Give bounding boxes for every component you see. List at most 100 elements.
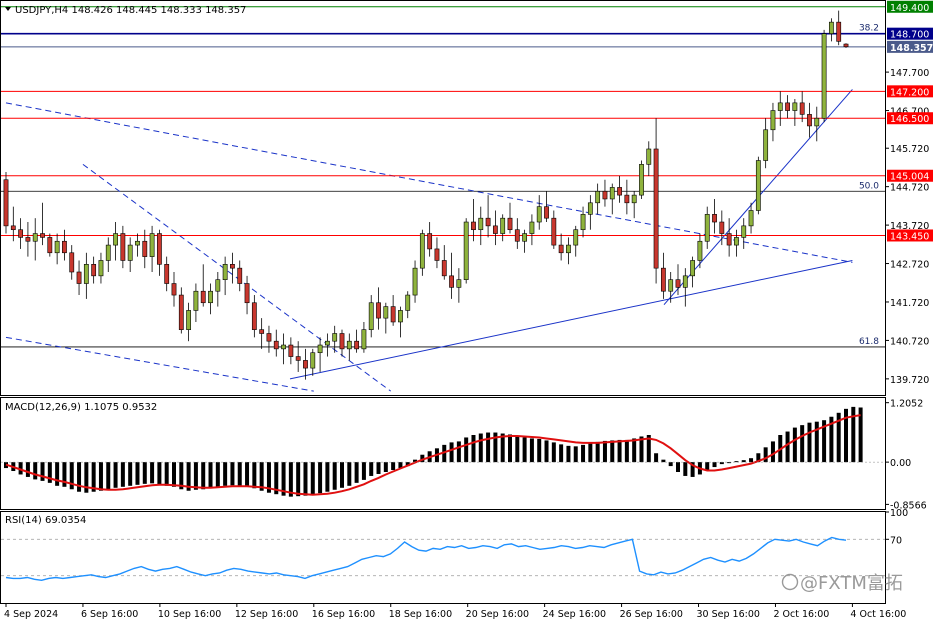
- level-price-box: [887, 27, 933, 40]
- bearish-candle: [617, 187, 622, 196]
- price-tick-label: 146.700: [890, 107, 929, 118]
- level-price-box: [887, 229, 933, 242]
- bullish-candle: [704, 214, 710, 242]
- macd-histogram-bar: [668, 462, 673, 467]
- macd-histogram-bar: [318, 462, 323, 494]
- bullish-candle: [792, 102, 798, 111]
- bullish-candle: [734, 237, 739, 246]
- macd-histogram-bar: [478, 433, 483, 463]
- bearish-candle: [47, 237, 53, 254]
- bearish-candle: [266, 333, 272, 342]
- bullish-candle: [186, 310, 192, 330]
- time-tick-label: 4 Sep 2024: [4, 609, 58, 620]
- macd-histogram-bar: [84, 462, 89, 493]
- macd-histogram-bar: [756, 453, 761, 463]
- bullish-candle: [828, 21, 834, 34]
- macd-histogram-bar: [559, 444, 564, 463]
- bearish-candle: [288, 344, 294, 357]
- bullish-candle: [317, 344, 323, 354]
- macd-histogram-bar: [646, 435, 651, 463]
- macd-readout: MACD(12,26,9) 1.1075 0.9532: [5, 402, 157, 413]
- macd-histogram-bar: [208, 462, 213, 489]
- macd-tick-label: 0.00: [890, 458, 911, 469]
- macd-histogram-bar: [113, 462, 118, 488]
- bullish-candle: [755, 160, 761, 211]
- macd-histogram-bar: [303, 462, 308, 496]
- bullish-candle: [500, 217, 506, 234]
- macd-histogram-bar: [749, 458, 754, 463]
- macd-histogram-bar: [288, 462, 293, 497]
- price-panel-frame: [0, 0, 886, 396]
- rsi-line: [5, 536, 847, 582]
- time-tick-label: 24 Sep 16:00: [543, 609, 606, 620]
- levels-and-trendlines: 38.2 50.0 61.8: [1, 6, 885, 392]
- bearish-candle: [712, 214, 717, 223]
- macd-histogram-bar: [690, 462, 695, 477]
- bearish-candle: [785, 102, 790, 111]
- collapse-triangle-icon[interactable]: [5, 7, 11, 11]
- bearish-candle: [485, 217, 491, 227]
- macd-histogram-bar: [354, 462, 359, 483]
- watermark: @FXTM富拓: [781, 573, 903, 594]
- macd-histogram-bar: [683, 462, 688, 476]
- macd-histogram-bar: [493, 432, 498, 463]
- time-tick-label: 4 Oct 16:00: [850, 609, 906, 620]
- bullish-candle: [639, 164, 644, 196]
- bearish-candle: [303, 360, 308, 369]
- frames: [0, 0, 886, 604]
- bearish-candle: [237, 267, 243, 284]
- level-price-box: [887, 40, 933, 53]
- macd-histogram-bar: [230, 462, 235, 486]
- macd-histogram-bar: [361, 462, 366, 480]
- macd-histogram-bar: [383, 462, 388, 472]
- macd-histogram-bar: [391, 462, 396, 471]
- bullish-candle: [609, 187, 615, 200]
- macd-histogram-bar: [508, 434, 512, 463]
- time-tick-label: 12 Sep 16:00: [235, 609, 298, 620]
- time-tick-label: 20 Sep 16:00: [466, 609, 529, 620]
- bearish-candle: [449, 275, 454, 288]
- bullish-candle: [536, 206, 542, 223]
- bearish-candle: [807, 114, 812, 127]
- macd-histogram-bar: [844, 408, 848, 463]
- bullish-candle: [193, 290, 199, 311]
- bearish-candle: [230, 264, 235, 269]
- level-price-box: [887, 169, 933, 182]
- macd-histogram-bar: [807, 422, 812, 463]
- macd-histogram-bar: [624, 439, 629, 463]
- bearish-candle: [799, 102, 805, 115]
- macd-histogram-bar: [376, 462, 381, 474]
- bullish-candle: [682, 275, 688, 288]
- price-tick-label: 139.720: [890, 375, 929, 386]
- macd-histogram-bar: [705, 462, 710, 472]
- trendline: [82, 163, 392, 392]
- price-tick-label: 145.720: [890, 144, 929, 155]
- macd-histogram-bar: [595, 441, 600, 463]
- level-price-label: 147.200: [890, 87, 929, 98]
- bearish-candle: [178, 294, 184, 330]
- macd-panel-frame: [0, 397, 886, 510]
- macd-histogram-bar: [369, 462, 374, 476]
- trendline: [5, 336, 314, 392]
- macd-histogram-bar: [829, 416, 834, 463]
- macd-histogram-bar: [851, 406, 856, 463]
- rsi-tick-label: 70: [890, 535, 902, 546]
- bullish-candle: [814, 117, 820, 127]
- macd-panel: 1.2052 0.00 -0.8566: [1, 399, 927, 511]
- watermark-text: @FXTM富拓: [800, 573, 903, 594]
- bearish-candle: [40, 233, 45, 238]
- macd-histogram-bar: [727, 462, 732, 464]
- macd-histogram-bar: [266, 462, 271, 493]
- price-tick-label: 140.720: [890, 336, 929, 347]
- fib-level-label: 50.0: [859, 181, 879, 191]
- macd-histogram-bar: [661, 459, 666, 463]
- level-price-box: [887, 112, 933, 125]
- macd-histogram-bar: [588, 443, 593, 463]
- bullish-candle: [346, 340, 352, 350]
- level-price-box: [887, 0, 933, 13]
- macd-histogram-bar: [420, 454, 425, 463]
- macd-histogram-bar: [471, 435, 476, 463]
- bullish-candle: [668, 279, 674, 292]
- bullish-candle: [222, 264, 228, 280]
